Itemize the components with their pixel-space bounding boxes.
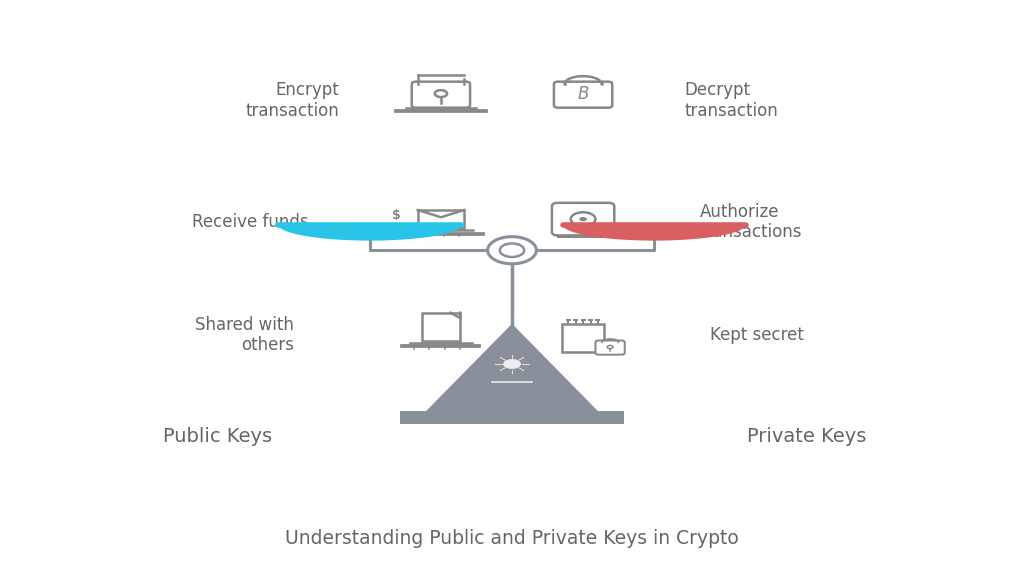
FancyBboxPatch shape [399,412,625,424]
Text: Understanding Public and Private Keys in Crypto: Understanding Public and Private Keys in… [285,529,739,548]
FancyBboxPatch shape [596,340,625,355]
Text: B: B [578,84,589,103]
Polygon shape [279,225,461,241]
Text: Private Keys: Private Keys [746,428,866,447]
Polygon shape [563,225,745,241]
Text: Receive funds: Receive funds [193,213,309,231]
Circle shape [580,217,587,221]
Text: Encrypt
transaction: Encrypt transaction [246,81,339,120]
Text: $: $ [392,210,400,222]
Text: Public Keys: Public Keys [163,428,272,447]
Text: Authorize
transactions: Authorize transactions [699,203,803,241]
Text: Kept secret: Kept secret [710,326,804,344]
Circle shape [487,236,537,264]
Text: Decrypt
transaction: Decrypt transaction [685,81,778,120]
Text: Shared with
others: Shared with others [195,316,294,355]
Circle shape [503,359,521,369]
Polygon shape [426,324,598,412]
